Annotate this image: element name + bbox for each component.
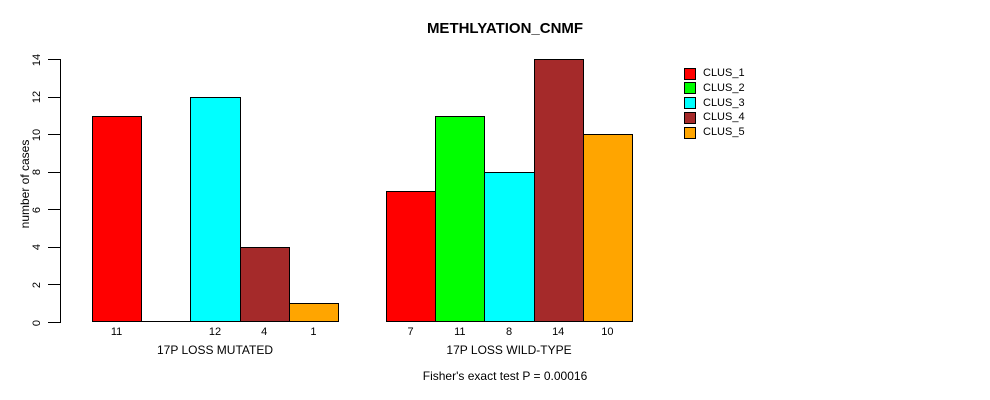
bar-value-label: 11 — [454, 326, 466, 338]
legend-swatch-clus-4 — [684, 111, 696, 124]
bar-clus-2-group-2 — [435, 116, 486, 322]
legend-swatch-clus-3 — [684, 97, 696, 110]
bar-value-label: 1 — [310, 326, 317, 338]
bar-clus-4-group-2 — [533, 59, 584, 322]
legend-swatch-clus-2 — [684, 82, 696, 95]
legend-item-clus-5: CLUS_5 — [684, 126, 745, 139]
legend-label: CLUS_3 — [703, 96, 745, 109]
bar-value-label: 12 — [208, 326, 222, 338]
y-axis-title: number of cases — [18, 139, 32, 229]
bar-value-label: 4 — [261, 326, 268, 338]
legend-label: CLUS_4 — [703, 111, 745, 124]
bar-value-label: 14 — [552, 326, 565, 338]
y-tick-label: 6 — [31, 206, 43, 213]
y-tick — [48, 96, 60, 98]
y-tick-label: 12 — [31, 91, 43, 104]
legend-item-clus-4: CLUS_4 — [684, 111, 745, 124]
y-tick-label: 14 — [31, 53, 43, 66]
y-tick — [48, 246, 60, 248]
y-tick-label: 8 — [31, 169, 43, 176]
bar-clus-5-group-1 — [288, 303, 339, 322]
bar-clus-2-group-1-zero — [141, 321, 192, 322]
bar-clus-1-group-1 — [92, 116, 143, 322]
legend-label: CLUS_2 — [703, 81, 745, 94]
group-label-2: 17P LOSS WILD-TYPE — [446, 343, 572, 357]
group-label-1: 17P LOSS MUTATED — [156, 343, 274, 357]
bar-clus-4-group-1 — [239, 247, 290, 322]
legend-swatch-clus-1 — [684, 67, 696, 80]
y-tick — [48, 134, 60, 136]
bar-value-label: 11 — [110, 326, 123, 338]
legend-item-clus-3: CLUS_3 — [684, 97, 745, 110]
y-tick-label: 2 — [31, 281, 43, 289]
bar-value-label: 10 — [601, 326, 614, 338]
bar-clus-1-group-2 — [386, 191, 437, 322]
legend-swatch-clus-5 — [684, 126, 696, 139]
y-tick-label: 10 — [31, 128, 43, 141]
bar-value-label: 8 — [505, 326, 513, 338]
fisher-test-note: Fisher's exact test P = 0.00016 — [422, 369, 588, 383]
legend-item-clus-2: CLUS_2 — [684, 82, 745, 95]
y-tick-label: 0 — [31, 319, 43, 326]
bar-clus-5-group-2 — [582, 134, 633, 322]
y-tick — [48, 59, 60, 61]
legend-label: CLUS_1 — [703, 67, 745, 79]
bar-value-label: 7 — [407, 326, 414, 338]
y-tick — [48, 209, 60, 211]
y-axis-line — [60, 59, 61, 323]
y-tick — [48, 171, 60, 173]
bar-clus-3-group-2 — [484, 172, 535, 322]
chart-title: METHLYATION_CNMF — [426, 20, 584, 37]
bar-clus-3-group-1 — [190, 97, 241, 322]
legend-label: CLUS_5 — [703, 126, 745, 139]
legend-item-clus-1: CLUS_1 — [684, 67, 745, 80]
y-tick-label: 4 — [31, 244, 43, 251]
y-tick — [48, 322, 60, 323]
y-tick — [48, 284, 60, 286]
